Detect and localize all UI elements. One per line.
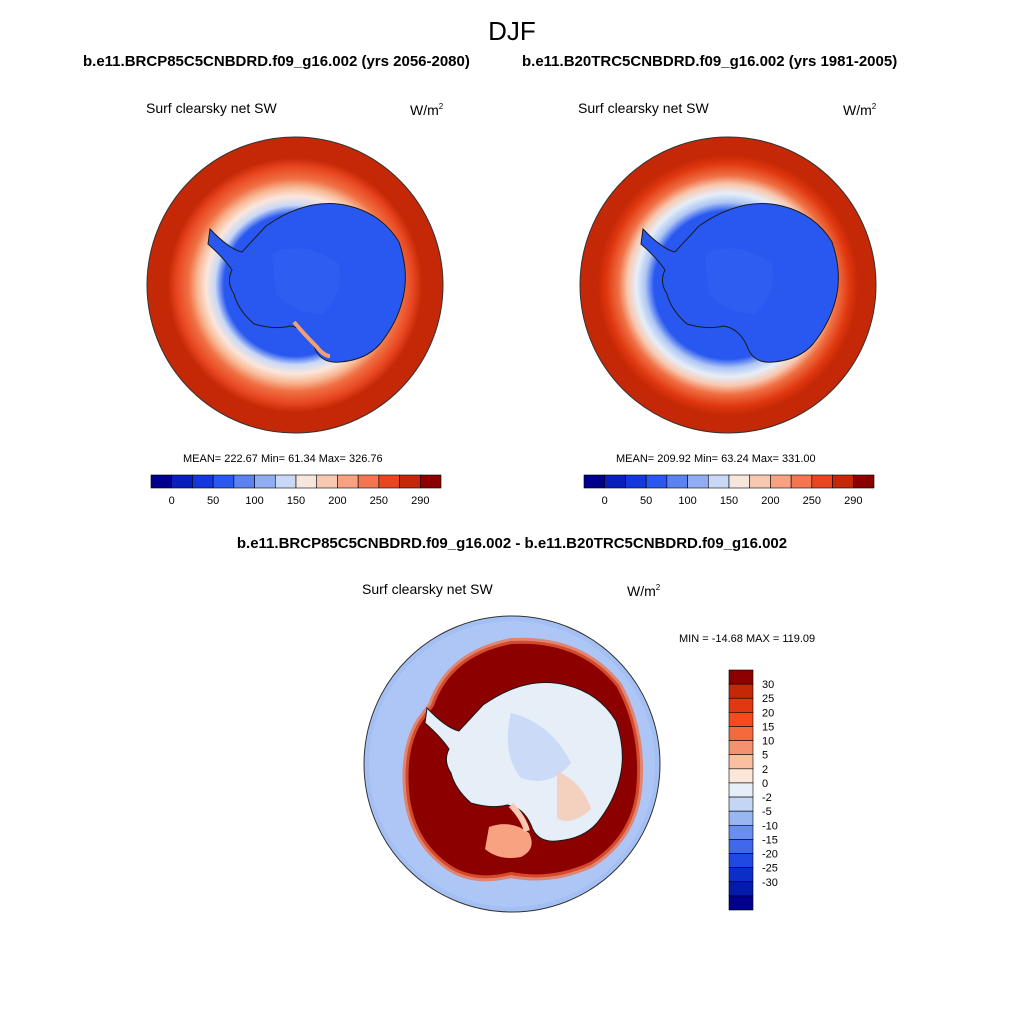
colorbar-swatch bbox=[728, 810, 754, 826]
colorbar-tick-label: 50 bbox=[207, 495, 219, 507]
colorbar-swatch bbox=[832, 474, 854, 489]
left-polar-map bbox=[146, 136, 444, 434]
right-units-label: W/m2 bbox=[843, 102, 877, 118]
colorbar-tick-label: 30 bbox=[762, 679, 774, 691]
colorbar-swatch bbox=[728, 712, 754, 727]
colorbar-tick-label: 290 bbox=[844, 495, 862, 507]
colorbar-tick-label: -25 bbox=[762, 863, 778, 875]
left-case-title: b.e11.BRCP85C5CNBDRD.f09_g16.002 (yrs 20… bbox=[83, 53, 470, 70]
figure-title: DJF bbox=[488, 16, 536, 46]
colorbar-swatch bbox=[171, 474, 193, 489]
colorbar-tick-label: 250 bbox=[803, 495, 821, 507]
colorbar-swatch bbox=[254, 474, 276, 489]
left-units-label: W/m2 bbox=[410, 102, 444, 118]
colorbar-tick-label: 0 bbox=[762, 778, 768, 790]
colorbar-tick-label: 0 bbox=[169, 495, 175, 507]
colorbar-swatch bbox=[811, 474, 833, 489]
colorbar-swatch bbox=[728, 796, 754, 812]
colorbar-swatch bbox=[419, 474, 442, 489]
colorbar-tick-label: 2 bbox=[762, 764, 768, 776]
colorbar-tick-label: 25 bbox=[762, 693, 774, 705]
colorbar-swatch bbox=[728, 726, 754, 741]
colorbar-tick-label: 290 bbox=[411, 495, 429, 507]
left-variable-label: Surf clearsky net SW bbox=[146, 100, 277, 116]
colorbar-swatch bbox=[583, 474, 606, 489]
colorbar-swatch bbox=[212, 474, 235, 489]
left-colorbar: 050100150200250290330 bbox=[150, 474, 442, 507]
colorbar-tick-label: 20 bbox=[762, 707, 774, 719]
colorbar-tick-label: 50 bbox=[640, 495, 652, 507]
right-polar-map bbox=[579, 136, 877, 434]
right-colorbar: 050100150200250290330 bbox=[583, 474, 875, 507]
colorbar-swatch bbox=[728, 782, 754, 798]
right-case-title: b.e11.B20TRC5CNBDRD.f09_g16.002 (yrs 198… bbox=[522, 53, 898, 70]
colorbar-swatch bbox=[728, 669, 754, 685]
colorbar-swatch bbox=[728, 853, 754, 868]
diff-units-label: W/m2 bbox=[627, 583, 661, 599]
colorbar-swatch bbox=[728, 895, 754, 911]
colorbar-swatch bbox=[728, 867, 754, 883]
difference-polar-map bbox=[363, 615, 661, 913]
colorbar-tick-label: 0 bbox=[602, 495, 608, 507]
colorbar-tick-label: 200 bbox=[761, 495, 779, 507]
colorbar-swatch bbox=[728, 824, 754, 840]
colorbar-swatch bbox=[728, 881, 754, 897]
colorbar-tick-label: -20 bbox=[762, 849, 778, 861]
colorbar-tick-label: 150 bbox=[720, 495, 738, 507]
colorbar-tick-label: -10 bbox=[762, 820, 778, 832]
colorbar-swatch bbox=[728, 683, 754, 699]
colorbar-tick-label: 100 bbox=[245, 495, 263, 507]
right-variable-label: Surf clearsky net SW bbox=[578, 100, 709, 116]
colorbar-tick-label: -5 bbox=[762, 806, 772, 818]
right-stats: MEAN= 209.92 Min= 63.24 Max= 331.00 bbox=[616, 453, 816, 465]
colorbar-swatch bbox=[316, 474, 338, 489]
colorbar-swatch bbox=[625, 474, 647, 489]
left-stats: MEAN= 222.67 Min= 61.34 Max= 326.76 bbox=[183, 453, 383, 465]
colorbar-tick-label: 10 bbox=[762, 736, 774, 748]
diff-variable-label: Surf clearsky net SW bbox=[362, 581, 493, 597]
colorbar-swatch bbox=[728, 754, 754, 770]
colorbar-swatch bbox=[728, 740, 754, 756]
colorbar-tick-label: 15 bbox=[762, 721, 774, 733]
colorbar-tick-label: 5 bbox=[762, 750, 768, 762]
colorbar-swatch bbox=[192, 474, 214, 489]
colorbar-swatch bbox=[295, 474, 318, 489]
colorbar-swatch bbox=[852, 474, 875, 489]
colorbar-swatch bbox=[399, 474, 421, 489]
colorbar-swatch bbox=[687, 474, 709, 489]
colorbar-swatch bbox=[728, 768, 754, 784]
colorbar-tick-label: 250 bbox=[370, 495, 388, 507]
colorbar-tick-label: -15 bbox=[762, 834, 778, 846]
colorbar-tick-label: 200 bbox=[328, 495, 346, 507]
colorbar-swatch bbox=[274, 474, 297, 489]
colorbar-swatch bbox=[150, 474, 173, 489]
colorbar-swatch bbox=[707, 474, 730, 489]
colorbar-swatch bbox=[378, 474, 400, 489]
difference-title: b.e11.BRCP85C5CNBDRD.f09_g16.002 - b.e11… bbox=[236, 535, 788, 552]
colorbar-swatch bbox=[728, 474, 751, 489]
colorbar-swatch bbox=[645, 474, 668, 489]
colorbar-swatch bbox=[728, 697, 754, 713]
colorbar-swatch bbox=[790, 474, 813, 489]
colorbar-swatch bbox=[337, 474, 359, 489]
colorbar-swatch bbox=[728, 839, 754, 854]
colorbar-tick-label: 150 bbox=[287, 495, 305, 507]
diff-stats: MIN = -14.68 MAX = 119.09 bbox=[679, 633, 816, 645]
colorbar-tick-label: -2 bbox=[762, 792, 772, 804]
colorbar-swatch bbox=[770, 474, 792, 489]
colorbar-swatch bbox=[604, 474, 626, 489]
colorbar-swatch bbox=[357, 474, 380, 489]
colorbar-tick-label: -30 bbox=[762, 877, 778, 889]
colorbar-swatch bbox=[666, 474, 688, 489]
colorbar-tick-label: 100 bbox=[678, 495, 696, 507]
colorbar-swatch bbox=[233, 474, 255, 489]
colorbar-swatch bbox=[749, 474, 771, 489]
